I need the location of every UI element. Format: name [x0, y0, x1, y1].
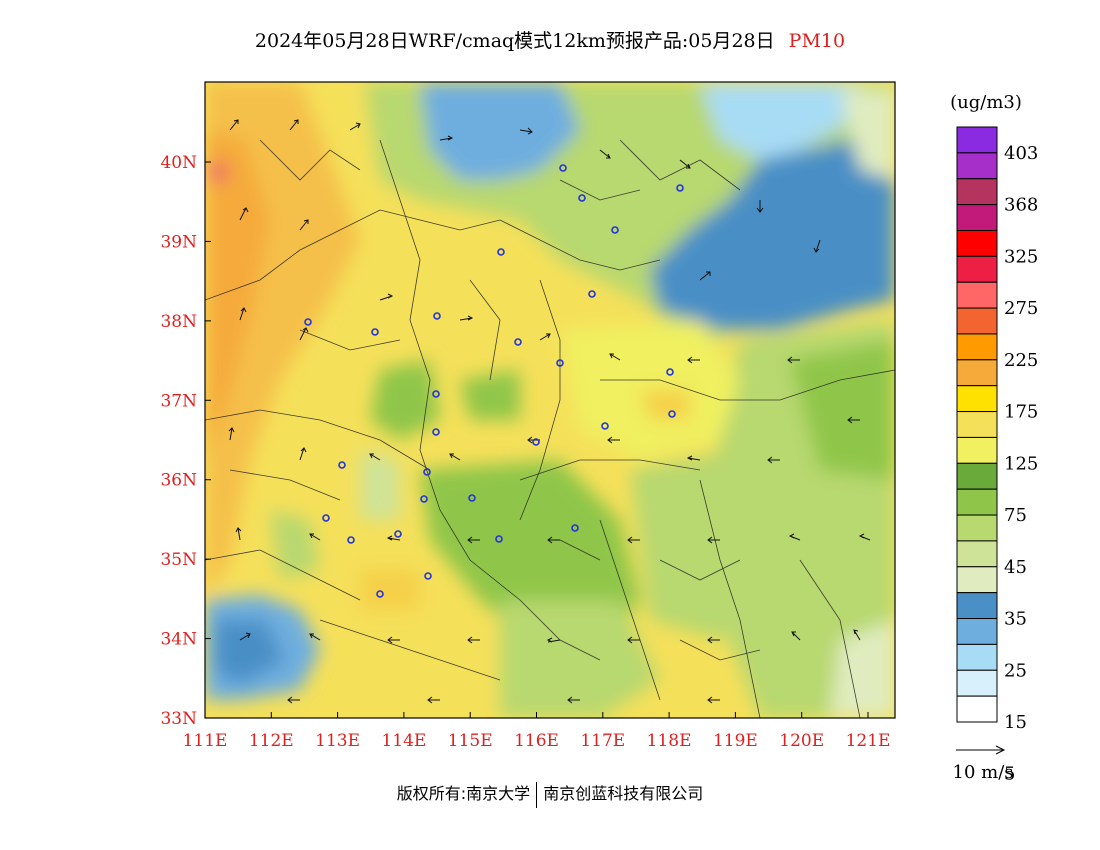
colorbar: 403 368 325 275 225 175 125 75 45 35 25 15 5 — [956, 126, 1038, 785]
lon-label: 120E — [779, 731, 824, 751]
lat-label: 35N — [160, 550, 197, 570]
colorbar-label: 25 — [1004, 660, 1027, 681]
colorbar-label: 368 — [1004, 195, 1038, 216]
copyright-right: 南京创蓝科技有限公司 — [543, 784, 704, 803]
colorbar-label: 325 — [1004, 246, 1038, 267]
lon-label: 114E — [381, 731, 426, 751]
colorbar-swatch — [956, 695, 998, 723]
lon-label: 117E — [580, 731, 625, 751]
colorbar-swatch — [956, 126, 998, 154]
colorbar-label: 175 — [1004, 402, 1038, 423]
colorbar-swatch — [956, 255, 998, 283]
colorbar-label: 403 — [1004, 143, 1038, 164]
colorbar-swatch — [956, 488, 998, 516]
colorbar-swatch — [956, 281, 998, 309]
colorbar-swatch — [956, 307, 998, 335]
copyright-left: 版权所有:南京大学 — [396, 784, 531, 803]
colorbar-swatch — [956, 178, 998, 206]
lat-label: 39N — [160, 232, 197, 252]
lat-label: 40N — [160, 153, 197, 173]
colorbar-swatch — [956, 359, 998, 387]
colorbar-label: 45 — [1004, 557, 1027, 578]
lat-label: 33N — [160, 709, 197, 729]
colorbar-swatch — [956, 229, 998, 257]
colorbar-swatch — [956, 411, 998, 438]
colorbar-label: 15 — [1004, 712, 1027, 733]
lat-label: 38N — [160, 312, 197, 332]
colorbar-swatch — [956, 204, 998, 231]
colorbar-label: 35 — [1004, 609, 1027, 630]
colorbar-swatch — [956, 669, 998, 697]
latitude-axis: 40N 39N 38N 37N 36N 35N 34N 33N — [160, 153, 211, 729]
copyright-separator — [536, 781, 538, 808]
colorbar-swatch — [956, 566, 998, 594]
colorbar-swatch — [956, 514, 998, 542]
pollutant-label: PM10 — [788, 30, 846, 52]
longitude-axis: 111E 112E 113E 114E 115E 116E 117E 118E 119E 120E… — [183, 712, 891, 751]
colorbar-swatch — [956, 333, 998, 361]
lon-label: 118E — [647, 731, 692, 751]
wind-legend-arrowhead — [995, 745, 1006, 755]
lat-label: 36N — [160, 471, 197, 491]
lon-label: 116E — [514, 731, 559, 751]
lon-label: 115E — [448, 731, 493, 751]
colorbar-swatch — [956, 643, 998, 671]
lon-label: 111E — [183, 731, 228, 751]
lon-label: 121E — [846, 731, 891, 751]
title-text: 2024年05月28日WRF/cmaq模式12km预报产品:05月28日 — [254, 30, 775, 52]
colorbar-label: 125 — [1004, 453, 1038, 474]
colorbar-swatch — [956, 385, 998, 413]
colorbar-label: 225 — [1004, 350, 1038, 371]
colorbar-swatch — [956, 462, 998, 490]
colorbar-swatch — [956, 436, 998, 464]
colorbar-label: 5 — [1004, 764, 1015, 785]
lat-label: 37N — [160, 391, 197, 411]
colorbar-swatch — [956, 152, 998, 180]
colorbar-swatch — [956, 592, 998, 620]
colorbar-label: 275 — [1004, 298, 1038, 319]
lon-label: 112E — [249, 731, 294, 751]
colorbar-swatch — [956, 618, 998, 645]
colorbar-unit: (ug/m3) — [950, 92, 1022, 113]
wind-legend-label: 10 m/s — [953, 762, 1014, 783]
lon-label: 119E — [713, 731, 758, 751]
chart-title: 2024年05月28日WRF/cmaq模式12km预报产品:05月28日 PM10 — [0, 26, 1100, 53]
pm10-field — [205, 82, 895, 718]
lon-label: 113E — [315, 731, 360, 751]
colorbar-swatch — [956, 540, 998, 568]
copyright: 版权所有:南京大学 南京创蓝科技有限公司 — [0, 780, 1100, 808]
colorbar-label: 75 — [1004, 505, 1027, 526]
lat-label: 34N — [160, 630, 197, 650]
